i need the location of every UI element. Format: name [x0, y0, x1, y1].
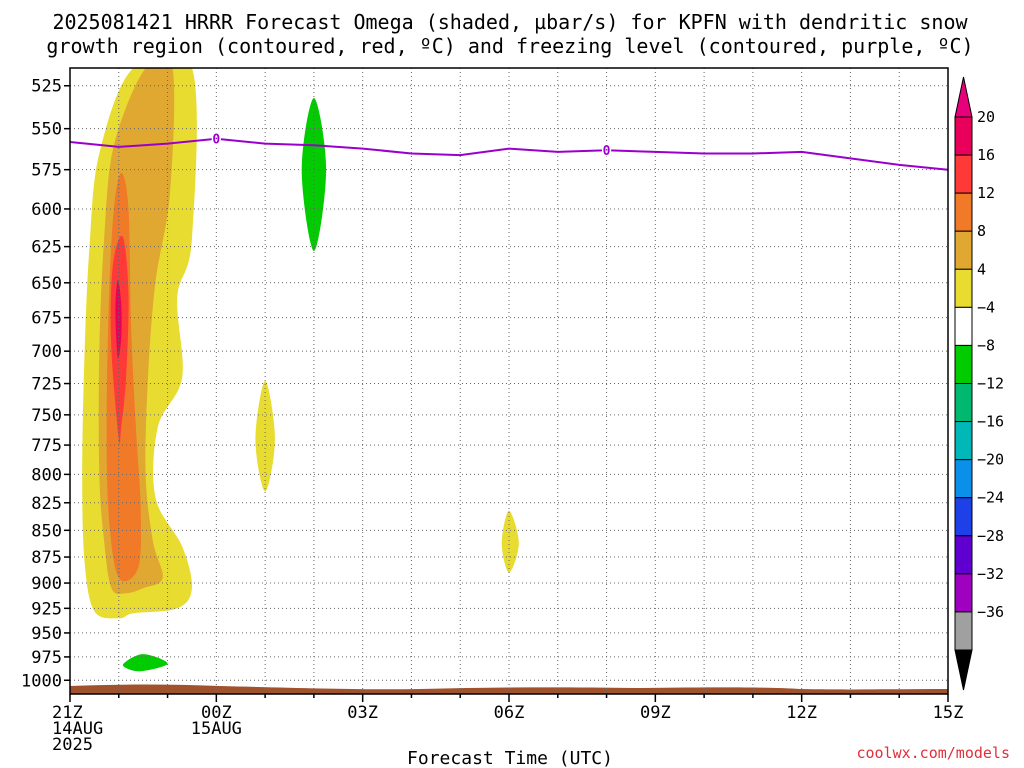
y-tick-label-725: 725: [31, 375, 62, 395]
colorbar-label-9: −20: [977, 451, 1004, 469]
colorbar-band-6: [954, 344, 973, 384]
colorbar-label-7: −12: [977, 375, 1004, 393]
colorbar-band-8: [954, 421, 973, 461]
colorbar-label-12: −32: [977, 565, 1004, 583]
colorbar-band-12: [954, 573, 973, 613]
x-tick-label-0-2: 2025: [52, 735, 93, 755]
x-tick-label-0-1: 14AUG: [52, 719, 103, 739]
chart-title-line2: growth region (contoured, red, ºC) and f…: [46, 34, 973, 58]
colorbar-label-6: −8: [977, 336, 995, 354]
x-tick-label-5-0: 12Z: [786, 703, 817, 723]
colorbar-label-1: 16: [977, 146, 995, 164]
freezing-level-line: [70, 137, 948, 171]
omega-region-6: [501, 510, 519, 573]
colorbar-label-4: 4: [977, 260, 986, 278]
colorbar-bottom-arrow: [954, 649, 973, 691]
y-tick-label-650: 650: [31, 274, 62, 294]
x-tick-label-2-0: 03Z: [347, 703, 378, 723]
colorbar-label-0: 20: [977, 108, 995, 126]
colorbar-label-2: 12: [977, 184, 995, 202]
colorbar-label-3: 8: [977, 222, 986, 240]
terrain-layer: [70, 684, 948, 694]
y-tick-label-700: 700: [31, 342, 62, 362]
x-tick-label-3-0: 06Z: [494, 703, 525, 723]
colorbar-band-11: [954, 535, 973, 575]
y-tick-label-1000: 1000: [21, 671, 62, 691]
freezing-level-label-0: 0: [212, 133, 220, 148]
colorbar-band-3: [954, 230, 973, 270]
freezing-level-label-1: 0: [603, 144, 611, 159]
colorbar-band-2: [954, 192, 973, 232]
x-axis-title: Forecast Time (UTC): [407, 748, 613, 768]
colorbar-label-10: −24: [977, 489, 1004, 507]
y-tick-label-825: 825: [31, 494, 62, 514]
colorbar-label-5: −4: [977, 298, 995, 316]
y-tick-label-800: 800: [31, 465, 62, 485]
colorbar-band-9: [954, 459, 973, 499]
x-tick-label-0-0: 21Z: [52, 703, 83, 723]
colorbar-band-5: [954, 306, 973, 346]
chart-title-line1: 2025081421 HRRR Forecast Omega (shaded, …: [52, 10, 968, 34]
colorbar-band-0: [954, 116, 973, 156]
y-tick-label-575: 575: [31, 161, 62, 181]
grid-layer: [70, 68, 948, 694]
colorbar-band-13: [954, 611, 973, 651]
colorbar-band-1: [954, 154, 973, 194]
x-tick-label-6-0: 15Z: [933, 703, 964, 723]
colorbar-band-7: [954, 383, 973, 423]
y-tick-label-525: 525: [31, 77, 62, 97]
y-tick-label-550: 550: [31, 120, 62, 140]
y-tick-label-600: 600: [31, 200, 62, 220]
omega-region-4: [115, 279, 122, 359]
x-tick-label-1-0: 00Z: [201, 703, 232, 723]
y-tick-label-975: 975: [31, 648, 62, 668]
colorbar-band-4: [954, 268, 973, 308]
y-axis: 525 550 575 600 625 650 675 700 725 750 775 800 825 8…: [21, 77, 70, 691]
y-tick-label-925: 925: [31, 599, 62, 619]
omega-region-7: [301, 98, 327, 251]
y-tick-label-850: 850: [31, 521, 62, 541]
colorbar-label-11: −28: [977, 527, 1004, 545]
colorbar-label-13: −36: [977, 603, 1004, 621]
terrain-ground: [70, 684, 948, 694]
y-tick-label-875: 875: [31, 548, 62, 568]
colorbar-band-10: [954, 497, 973, 537]
colorbar: 20 16 12 8 4 −4 −8 −12 −16 −20 −24 −28 −32 −36: [954, 76, 1004, 691]
y-tick-label-900: 900: [31, 574, 62, 594]
y-tick-label-625: 625: [31, 238, 62, 258]
y-tick-label-750: 750: [31, 406, 62, 426]
colorbar-label-8: −16: [977, 413, 1004, 431]
omega-shading-layer: [82, 68, 519, 672]
colorbar-top-arrow: [954, 76, 973, 118]
omega-region-8: [122, 654, 168, 672]
x-tick-label-1-1: 15AUG: [191, 719, 242, 739]
site-credit: coolwx.com/models: [856, 744, 1010, 762]
y-tick-label-950: 950: [31, 624, 62, 644]
freezing-level-layer: 00: [70, 131, 948, 171]
x-tick-label-4-0: 09Z: [640, 703, 671, 723]
y-tick-label-775: 775: [31, 436, 62, 456]
y-tick-label-675: 675: [31, 309, 62, 329]
